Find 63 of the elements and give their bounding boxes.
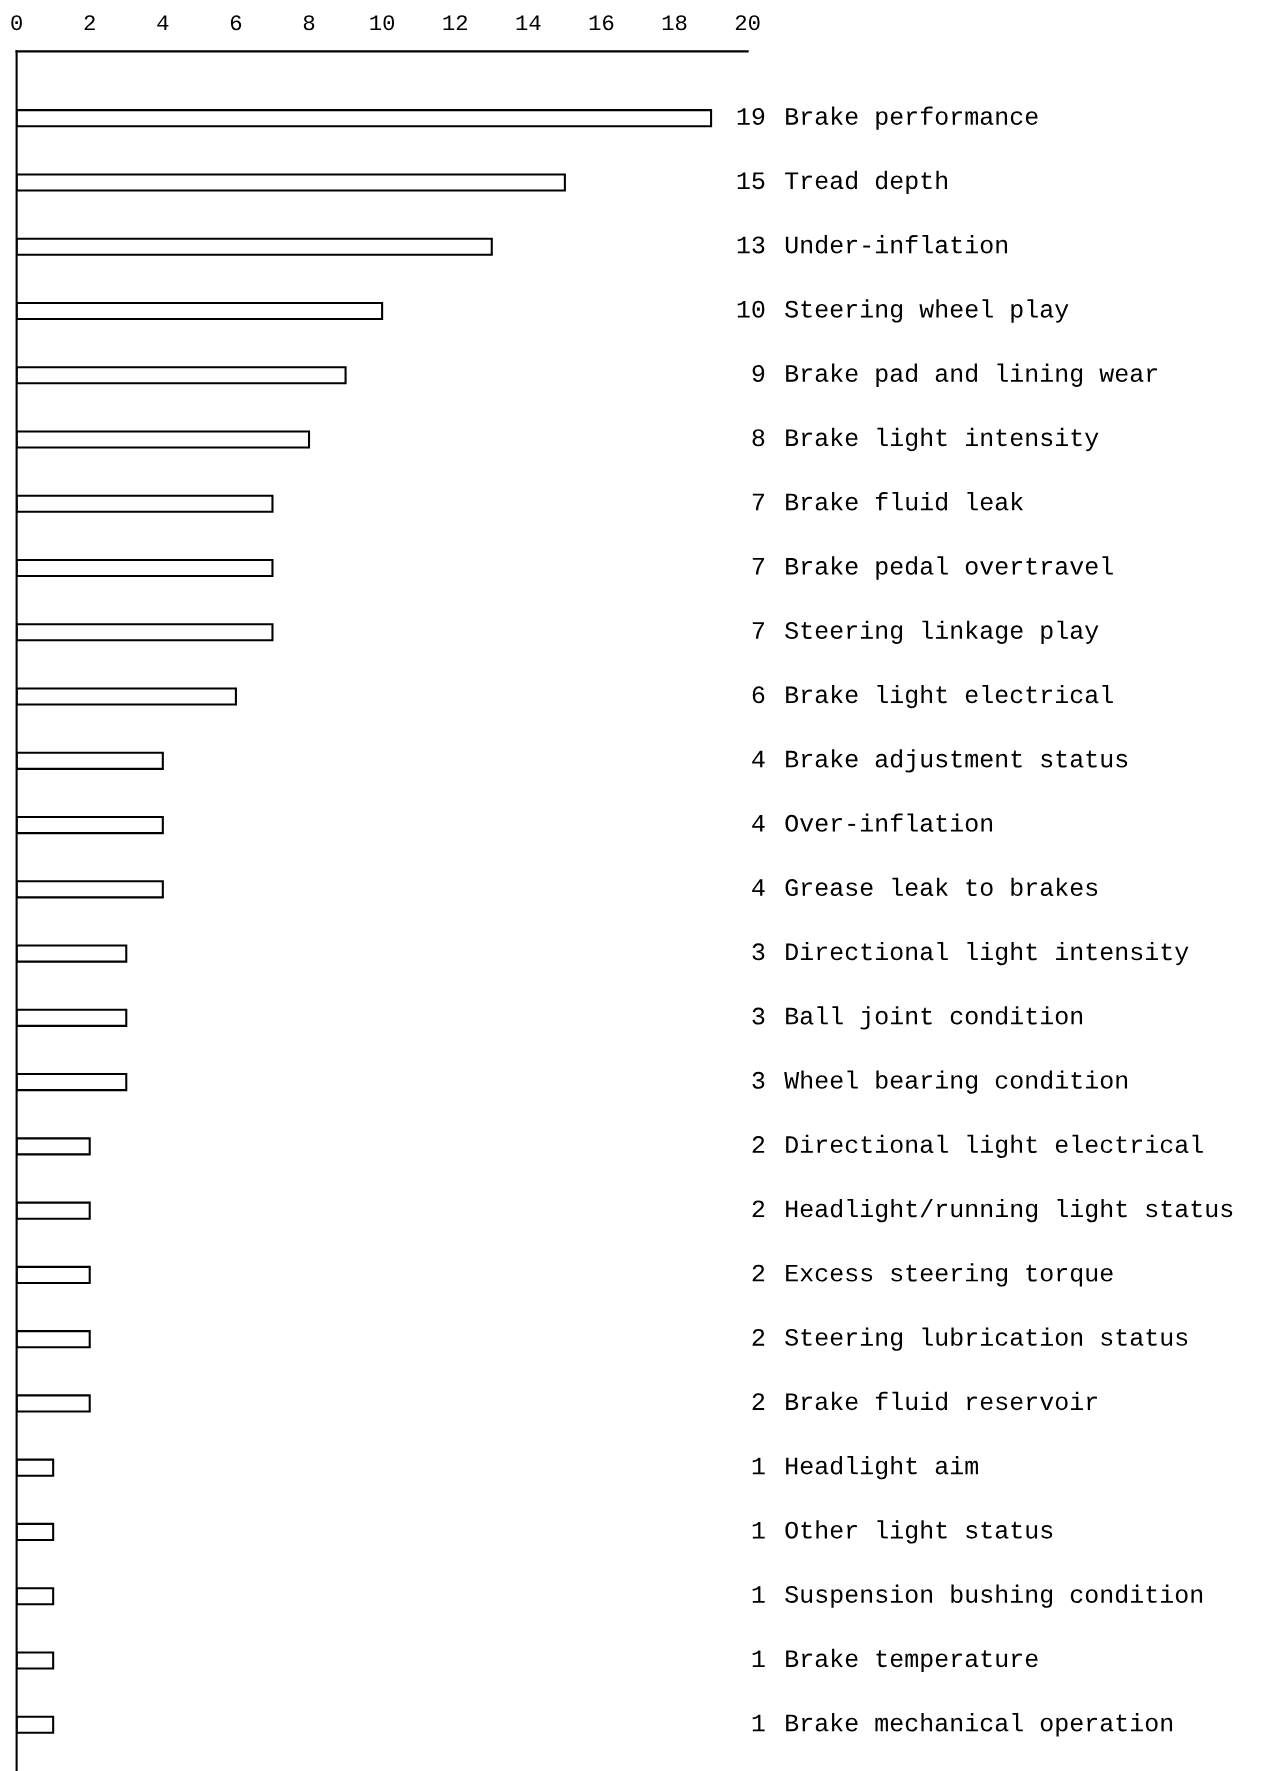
x-tick-label: 12: [443, 15, 467, 31]
x-tick-label: 20: [735, 15, 760, 31]
x-tick-label: 18: [662, 15, 687, 31]
y-tick-label: Under-inflation: [785, 235, 1008, 254]
x-tick-label: 16: [589, 15, 614, 31]
data-label: 2: [752, 1328, 765, 1346]
x-tick-label: 0: [11, 15, 22, 31]
data-label: 8: [752, 429, 765, 447]
y-tick-label: Wheel bearing condition: [784, 1070, 1128, 1094]
y-tick-label: Directional light electrical: [786, 1134, 1203, 1159]
y-tick-label: Brake pedal overtravel: [786, 556, 1113, 580]
data-label: 4: [752, 750, 765, 768]
data-label: 1: [752, 1457, 765, 1475]
y-tick-label: Steering linkage play: [785, 620, 1099, 644]
y-tick-label: Brake light intensity: [786, 427, 1099, 452]
y-tick-label: Other light status: [785, 1520, 1053, 1544]
x-tick-label: 4: [157, 15, 169, 31]
data-label: 19: [737, 107, 765, 125]
data-label: 2: [752, 1200, 765, 1218]
x-tick-label: 6: [230, 15, 242, 31]
y-tick-label: Brake adjustment status: [786, 749, 1128, 773]
data-label: 7: [752, 622, 764, 639]
x-tick-label: 2: [84, 15, 95, 31]
data-label: 3: [752, 1071, 765, 1089]
data-label: 1: [752, 1521, 765, 1539]
y-tick-label: Brake temperature: [786, 1648, 1038, 1673]
y-tick-label: Grease leak to brakes: [785, 877, 1098, 897]
data-label: 9: [752, 364, 765, 382]
data-label: 4: [752, 879, 765, 896]
data-label: 4: [752, 815, 765, 832]
y-tick-label: Brake mechanical operation: [786, 1713, 1173, 1737]
data-label: 3: [752, 943, 765, 961]
x-tick-label: 10: [370, 15, 395, 31]
data-label: 3: [752, 1007, 765, 1025]
data-label: 2: [752, 1393, 765, 1410]
x-tick-label: 8: [303, 15, 315, 31]
data-label: 15: [737, 172, 765, 190]
y-tick-label: Suspension bushing condition: [785, 1584, 1203, 1608]
y-tick-label: Directional light intensity: [786, 941, 1189, 966]
data-label: 1: [752, 1714, 765, 1732]
y-tick-label: Brake pad and lining wear: [786, 363, 1157, 387]
data-label: 6: [752, 686, 765, 704]
y-tick-label: Brake fluid reservoir: [786, 1391, 1097, 1411]
data-label: 2: [752, 1264, 765, 1282]
y-tick-label: Brake performance: [786, 106, 1038, 130]
data-label: 2: [752, 1136, 765, 1153]
y-tick-label: Steering lubrication status: [785, 1327, 1188, 1351]
data-label: 13: [737, 236, 765, 254]
x-tick-label: 14: [516, 15, 541, 31]
y-tick-label: Steering wheel play: [785, 299, 1069, 323]
data-label: 7: [752, 493, 764, 511]
data-label: 1: [752, 1586, 765, 1603]
y-tick-label: Headlight/running light status: [786, 1198, 1233, 1223]
y-tick-label: Brake fluid leak: [786, 492, 1023, 511]
y-tick-label: Tread depth: [785, 170, 948, 195]
y-tick-label: Ball joint condition: [786, 1006, 1083, 1030]
data-label: 7: [752, 558, 764, 575]
data-label: 1: [752, 1650, 765, 1667]
data-label: 10: [737, 300, 765, 318]
y-tick-label: Over-inflation: [785, 813, 993, 832]
y-tick-label: Excess steering torque: [786, 1263, 1113, 1287]
y-tick-label: Brake light electrical: [786, 684, 1113, 709]
y-tick-label: Headlight aim: [786, 1456, 978, 1480]
